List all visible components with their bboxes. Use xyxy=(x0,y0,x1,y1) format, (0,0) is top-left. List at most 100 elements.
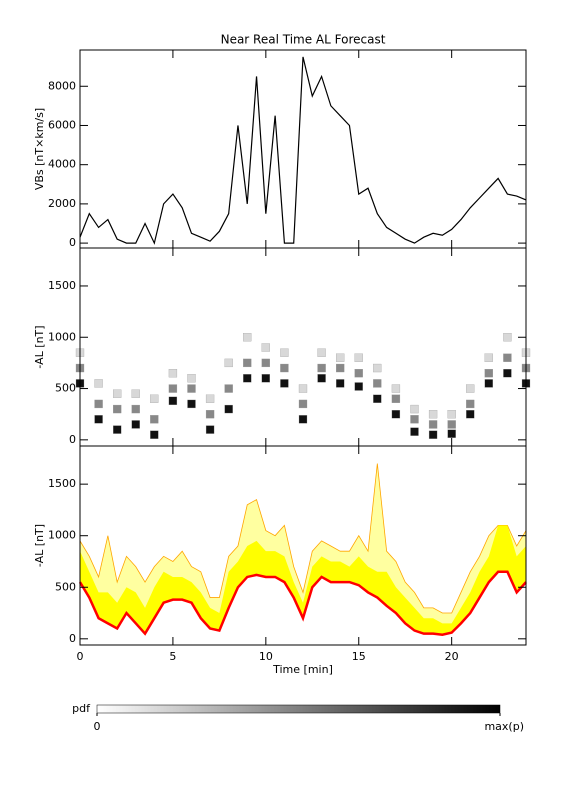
density-cell xyxy=(243,374,252,383)
x-axis-label: Time [min] xyxy=(272,663,333,676)
y-tick-label: 2000 xyxy=(48,197,76,210)
density-cell xyxy=(484,353,493,362)
density-cell xyxy=(466,410,475,419)
density-cell xyxy=(317,348,326,357)
density-cell xyxy=(447,420,456,429)
colorbar-tick-label: 0 xyxy=(94,720,101,733)
density-cell xyxy=(410,427,419,436)
density-cell xyxy=(113,389,122,398)
y-tick-label: 1500 xyxy=(48,477,76,490)
density-cell xyxy=(94,399,103,409)
density-cell xyxy=(205,410,215,419)
density-cell xyxy=(373,363,382,373)
density-cell xyxy=(280,363,289,373)
density-cell xyxy=(205,425,215,434)
density-cell xyxy=(428,410,438,419)
density-cell xyxy=(447,429,456,438)
chart-title: Near Real Time AL Forecast xyxy=(221,33,386,47)
panel-frame xyxy=(79,49,527,249)
density-cell xyxy=(373,379,382,388)
colorbar-label: pdf xyxy=(72,702,91,715)
density-cell xyxy=(391,394,401,403)
density-cell xyxy=(113,425,122,434)
colorbar-tick-label: max(p) xyxy=(484,720,524,733)
density-cell xyxy=(317,363,326,373)
y-axis-label: -AL [nT] xyxy=(33,524,46,567)
density-cell xyxy=(466,384,475,393)
y-tick-label: 0 xyxy=(69,433,76,446)
density-cell xyxy=(354,369,363,378)
median-mask xyxy=(80,571,526,645)
density-cell xyxy=(410,415,419,424)
x-tick-label: 15 xyxy=(352,650,366,663)
density-cell xyxy=(354,353,363,362)
density-cell xyxy=(336,353,345,362)
density-cell xyxy=(280,379,289,388)
density-cell xyxy=(484,369,493,378)
density-cell xyxy=(503,369,512,378)
density-cell xyxy=(298,415,308,424)
density-cell xyxy=(131,389,140,398)
density-cell xyxy=(298,384,308,393)
density-cell xyxy=(317,374,326,383)
y-tick-label: 1000 xyxy=(48,529,76,542)
y-tick-label: 500 xyxy=(55,382,76,395)
density-cell xyxy=(224,384,233,393)
density-cell xyxy=(224,358,233,368)
density-cell xyxy=(243,358,252,368)
density-cell xyxy=(224,404,233,414)
y-tick-label: 8000 xyxy=(48,79,76,92)
y-tick-label: 500 xyxy=(55,580,76,593)
density-cell xyxy=(205,394,215,403)
density-cell xyxy=(150,394,159,403)
density-cell xyxy=(150,415,159,424)
panel-frame xyxy=(79,445,527,646)
density-cell xyxy=(94,415,103,424)
density-cell xyxy=(354,382,363,391)
density-cell xyxy=(503,353,512,362)
y-axis-label: -AL [nT] xyxy=(33,325,46,368)
x-tick-label: 20 xyxy=(445,650,459,663)
density-cell xyxy=(298,399,308,409)
density-cell xyxy=(428,420,438,429)
density-cell xyxy=(261,374,270,383)
density-cell xyxy=(187,384,196,393)
density-cell xyxy=(410,404,419,414)
density-cell xyxy=(131,420,140,429)
y-tick-label: 0 xyxy=(69,632,76,645)
y-tick-label: 4000 xyxy=(48,158,76,171)
density-cell xyxy=(168,369,178,378)
x-tick-label: 10 xyxy=(259,650,273,663)
density-cell xyxy=(131,404,140,414)
y-tick-label: 0 xyxy=(69,236,76,249)
density-cell xyxy=(261,358,270,368)
density-cell xyxy=(428,430,438,439)
density-cell xyxy=(168,396,178,406)
y-tick-label: 1000 xyxy=(48,330,76,343)
density-cell xyxy=(94,379,103,388)
density-cell xyxy=(503,333,512,342)
density-cell xyxy=(261,343,270,352)
density-cell xyxy=(447,410,456,419)
median-line xyxy=(78,570,527,636)
data-line xyxy=(79,56,527,245)
density-cell xyxy=(187,374,196,383)
y-tick-label: 6000 xyxy=(48,118,76,131)
y-axis-label: VBs [nT×km/s] xyxy=(33,108,46,190)
density-cell xyxy=(150,430,159,439)
colorbar xyxy=(96,704,501,714)
y-tick-label: 1500 xyxy=(48,279,76,292)
x-tick-label: 0 xyxy=(77,650,84,663)
density-cell xyxy=(391,384,401,393)
x-tick-label: 5 xyxy=(169,650,176,663)
density-cell xyxy=(243,333,252,342)
density-cell xyxy=(466,399,475,409)
density-cell xyxy=(391,410,401,419)
density-cell xyxy=(336,379,345,388)
density-cell xyxy=(187,399,196,409)
density-cell xyxy=(168,384,178,393)
density-cell xyxy=(336,363,345,373)
density-cell xyxy=(280,348,289,357)
density-cell xyxy=(373,394,382,403)
